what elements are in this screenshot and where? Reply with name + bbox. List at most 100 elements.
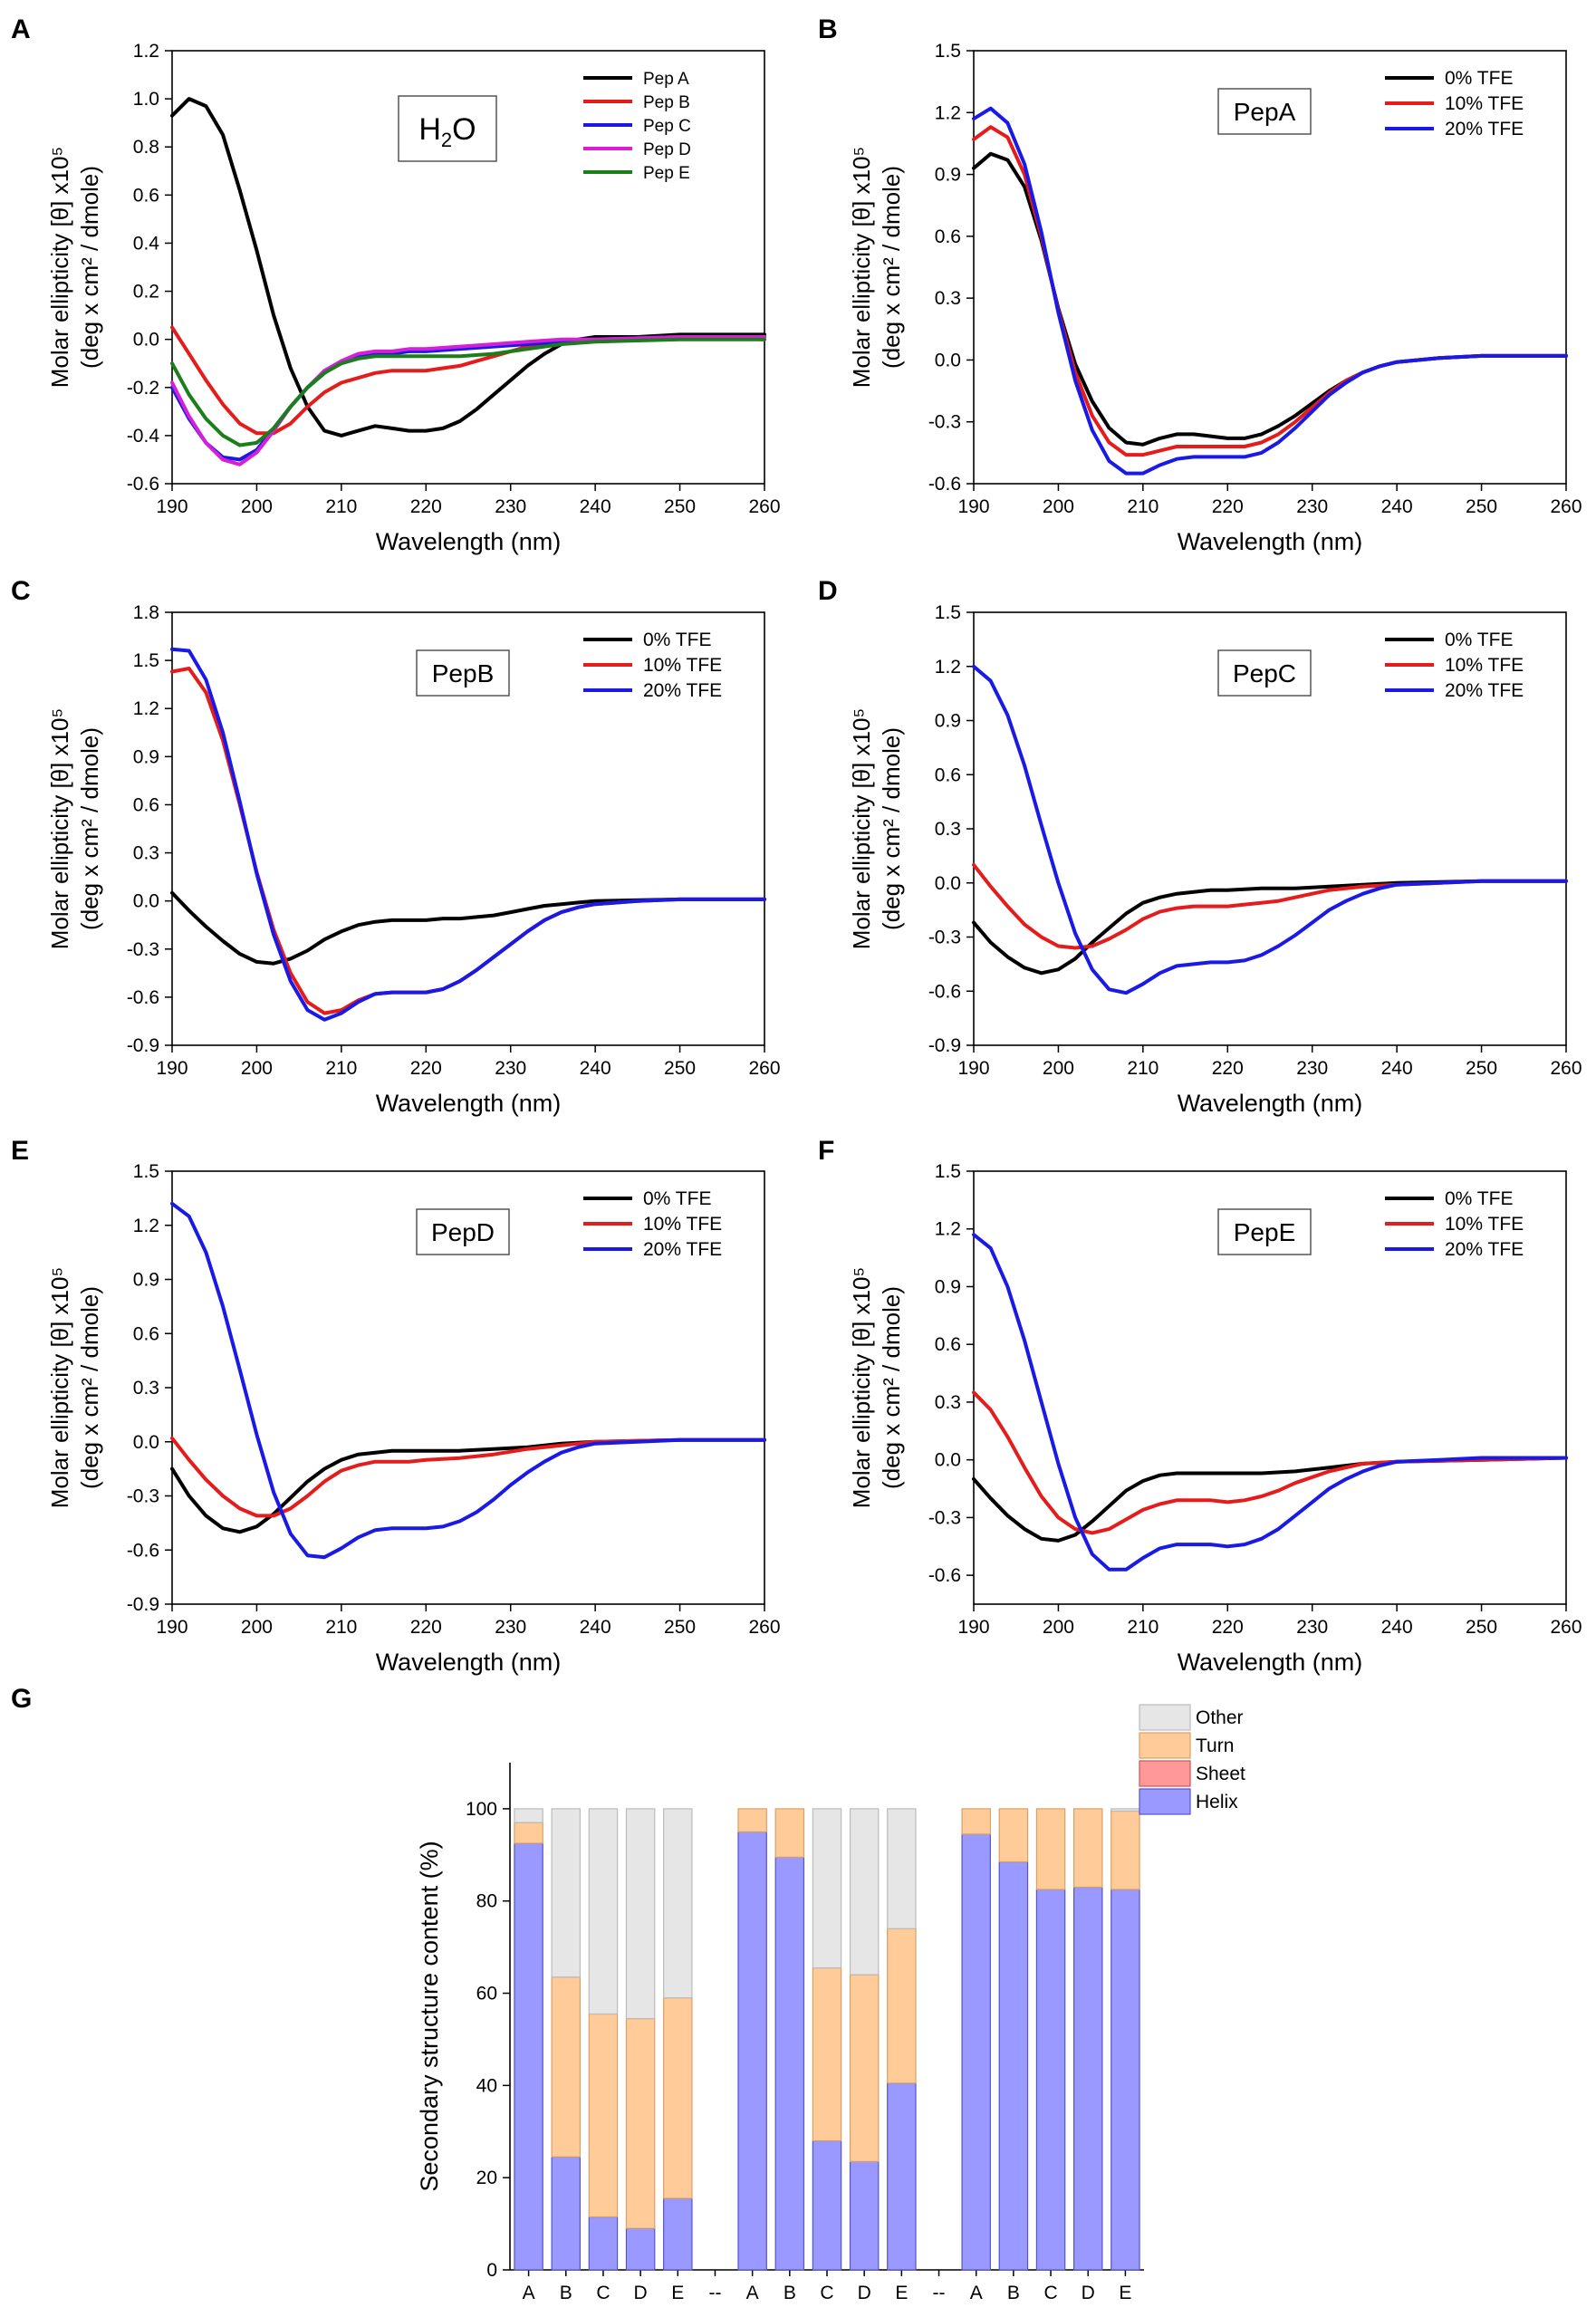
x-tick-label: 220 bbox=[410, 1058, 442, 1079]
panel-e: E 190 200 210 220 230 240 250 260 -0.9 -0.6 -0.3 0.0… bbox=[11, 1136, 781, 1676]
x-tick-label: 200 bbox=[241, 496, 273, 517]
x-tick-label: 240 bbox=[1381, 1058, 1413, 1079]
x-tick-label: 220 bbox=[410, 496, 442, 517]
x-tick-label: 220 bbox=[1212, 1617, 1244, 1638]
legend: 0% TFE 10% TFE 20% TFE bbox=[583, 630, 722, 701]
series-line-pep-e bbox=[170, 337, 766, 447]
y-tick-label: 0.3 bbox=[133, 843, 159, 864]
y-tick-label: 0.0 bbox=[935, 873, 961, 894]
x-axis-label: Wavelength (nm) bbox=[376, 1649, 562, 1676]
bar-segment-other bbox=[588, 1808, 619, 2015]
x-tick-label: 210 bbox=[1127, 1058, 1159, 1079]
y-tick-label: 0.3 bbox=[935, 1392, 961, 1413]
plot-frame bbox=[171, 50, 765, 485]
x-tick-label: 200 bbox=[241, 1617, 273, 1638]
bar-segment-turn bbox=[551, 1976, 582, 2158]
x-tick-label: 220 bbox=[1212, 496, 1244, 517]
bar-segment-other bbox=[887, 1808, 917, 1929]
x-tick-label: 240 bbox=[1381, 496, 1413, 517]
x-tick-label: 230 bbox=[495, 1058, 526, 1079]
y-axis-label-line2: (deg x cm² / dmole) bbox=[76, 727, 103, 930]
x-tick-label: E bbox=[671, 2283, 684, 2303]
x-tick-label: 190 bbox=[156, 496, 187, 517]
x-tick-label: 210 bbox=[325, 496, 357, 517]
sample-label: PepC bbox=[1233, 659, 1296, 687]
sample-label-box bbox=[416, 649, 510, 697]
x-tick-label: 240 bbox=[580, 1058, 611, 1079]
legend-label: 10% TFE bbox=[643, 1214, 722, 1235]
x-tick-label: 260 bbox=[748, 1617, 780, 1638]
y-axis-label-line1: Molar ellipticity [θ] x10⁵ bbox=[848, 147, 875, 389]
panel-letter: G bbox=[11, 1684, 32, 1714]
series-line-10-tfe bbox=[972, 1390, 1568, 1535]
x-tick-label: 240 bbox=[1381, 1617, 1413, 1638]
legend: 0% TFE 10% TFE 20% TFE bbox=[583, 1188, 722, 1260]
x-tick-label: B bbox=[784, 2283, 796, 2303]
y-tick-label: 0.0 bbox=[133, 891, 159, 912]
series-line-20-tfe bbox=[170, 647, 766, 1022]
y-tick-label: 1.5 bbox=[935, 1161, 961, 1182]
x-tick-label: 220 bbox=[410, 1617, 442, 1638]
legend-label: 0% TFE bbox=[1445, 68, 1513, 89]
sample-label-box bbox=[1217, 88, 1312, 135]
legend-label: 0% TFE bbox=[643, 630, 711, 650]
legend-label: 10% TFE bbox=[1445, 655, 1524, 676]
bar-segment-turn bbox=[663, 1997, 693, 2199]
panel-b: B 190 200 210 220 230 240 250 260 -0.6 -0.3 0.0 0.3 0… bbox=[818, 14, 1582, 555]
x-tick-label: 190 bbox=[957, 496, 989, 517]
y-tick-label: 0.0 bbox=[133, 330, 159, 351]
panel-letter: E bbox=[11, 1136, 29, 1166]
bar-segment-turn bbox=[1072, 1808, 1103, 1889]
legend-label: Pep E bbox=[643, 164, 690, 183]
series-line-20-tfe bbox=[972, 106, 1568, 476]
y-axis-label-line2: (deg x cm² / dmole) bbox=[878, 166, 905, 369]
x-tick-label: 250 bbox=[664, 1058, 696, 1079]
x-axis-label: Wavelength (nm) bbox=[1178, 1649, 1363, 1676]
x-tick-label: 250 bbox=[664, 1617, 696, 1638]
legend-label: 0% TFE bbox=[643, 1188, 711, 1209]
sample-label: PepE bbox=[1234, 1218, 1296, 1246]
y-tick-label: 1.5 bbox=[133, 1161, 159, 1182]
y-tick-label: -0.3 bbox=[127, 939, 159, 960]
y-axis-label-line2: (deg x cm² / dmole) bbox=[878, 727, 905, 930]
x-tick-label: C bbox=[820, 2283, 833, 2303]
bar-segment-turn bbox=[514, 1822, 543, 1844]
y-tick-label: 1.5 bbox=[935, 41, 961, 62]
y-tick-label: 0.6 bbox=[133, 794, 159, 815]
bar-segment-other bbox=[514, 1808, 543, 1823]
y-tick-label: 0.9 bbox=[935, 165, 961, 186]
x-tick-label: A bbox=[970, 2283, 983, 2303]
x-tick-label: 230 bbox=[495, 1617, 526, 1638]
legend: 0% TFE 10% TFE 20% TFE bbox=[1385, 630, 1524, 701]
x-tick-label: 230 bbox=[1296, 496, 1328, 517]
x-tick-label: 210 bbox=[325, 1058, 357, 1079]
x-tick-label: 230 bbox=[1296, 1617, 1328, 1638]
x-tick-label: D bbox=[858, 2283, 871, 2303]
bar-segment-helix bbox=[514, 1842, 543, 2271]
bar-segment-turn bbox=[588, 2013, 619, 2218]
y-tick-label: 0.0 bbox=[935, 1450, 961, 1471]
panel-g: G 0 20 40 60 80 100 Secondary structure content… bbox=[11, 1684, 1245, 2303]
series-line-0-tfe bbox=[972, 151, 1568, 447]
bar-segment-turn bbox=[961, 1808, 991, 1835]
bar-segment-turn bbox=[998, 1808, 1029, 1863]
legend-label: Turn bbox=[1196, 1735, 1234, 1756]
sample-label: PepA bbox=[1234, 98, 1296, 126]
y-tick-label: 1.5 bbox=[935, 602, 961, 623]
x-axis-label: Wavelength (nm) bbox=[376, 1090, 562, 1117]
y-tick-label: 1.5 bbox=[133, 650, 159, 671]
x-tick-label: D bbox=[1082, 2283, 1095, 2303]
y-tick-label: -0.3 bbox=[928, 928, 961, 948]
bar-segment-helix bbox=[812, 2139, 842, 2271]
y-tick-label: 1.8 bbox=[133, 602, 159, 623]
legend-swatch bbox=[1139, 1760, 1191, 1787]
x-tick-label: D bbox=[634, 2283, 648, 2303]
bar-segment-turn bbox=[1035, 1808, 1066, 1890]
legend-label: Pep C bbox=[643, 117, 691, 136]
x-tick-label: 250 bbox=[664, 496, 696, 517]
y-tick-label: -0.9 bbox=[928, 1035, 961, 1056]
bar-segment-other bbox=[812, 1808, 842, 1969]
bar-segment-helix bbox=[588, 2216, 619, 2271]
y-tick-label: 1.0 bbox=[133, 89, 159, 110]
bar-segment-other bbox=[625, 1808, 656, 2020]
